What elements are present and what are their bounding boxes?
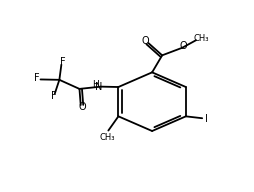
Text: I: I <box>205 114 208 124</box>
Text: F: F <box>51 91 56 101</box>
Text: H: H <box>92 80 99 89</box>
Text: CH₃: CH₃ <box>99 133 115 142</box>
Text: O: O <box>180 41 187 51</box>
Text: N: N <box>94 82 102 92</box>
Text: F: F <box>60 57 66 67</box>
Text: O: O <box>141 36 149 46</box>
Text: F: F <box>34 73 40 83</box>
Text: CH₃: CH₃ <box>194 34 209 43</box>
Text: O: O <box>78 103 86 113</box>
